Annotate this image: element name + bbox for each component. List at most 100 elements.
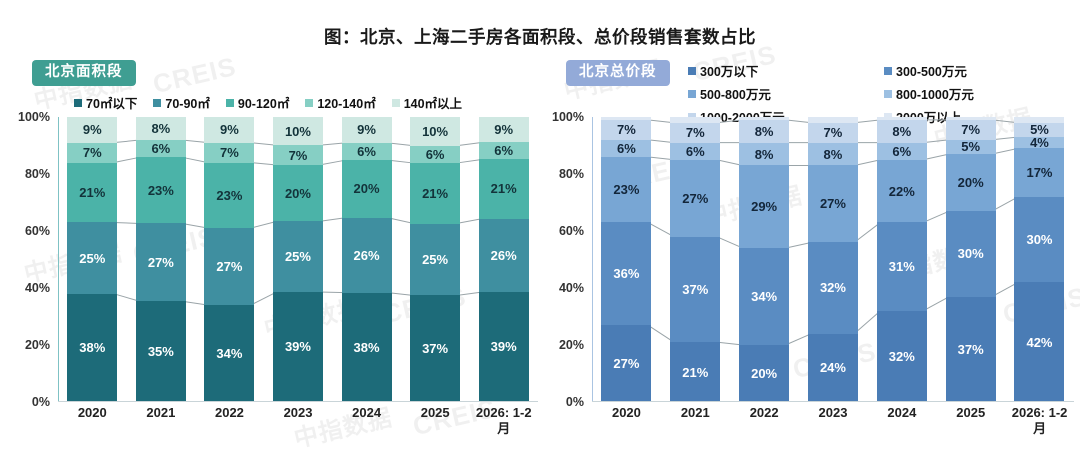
legend-item[interactable]: 70㎡以下 [74, 93, 137, 112]
legend-item[interactable]: 800-1000万元 [884, 84, 1080, 103]
bar-segment[interactable]: 9% [478, 117, 529, 143]
bar-segment[interactable]: 7% [807, 122, 858, 143]
bar-segment[interactable] [601, 117, 652, 120]
bar-segment[interactable]: 7% [670, 122, 721, 143]
bar-segment[interactable] [670, 117, 721, 123]
bar-segment[interactable]: 10% [410, 117, 461, 146]
bar-segment[interactable]: 8% [876, 119, 927, 143]
bar-segment[interactable]: 38% [341, 292, 392, 402]
bar-segment[interactable]: 27% [204, 228, 255, 306]
bar-segment[interactable]: 37% [670, 236, 721, 343]
bar-segment[interactable]: 38% [67, 293, 118, 402]
bar-segment[interactable]: 25% [410, 223, 461, 296]
bar-segment[interactable]: 24% [807, 333, 858, 402]
bar-segment[interactable]: 6% [478, 142, 529, 160]
bar-segment[interactable]: 31% [876, 222, 927, 311]
bar-segment[interactable]: 8% [135, 117, 186, 141]
legend-item[interactable]: 90-120㎡ [225, 93, 289, 112]
bar-segment[interactable]: 36% [601, 222, 652, 326]
stacked-bar[interactable]: 9% 7% 23% 27% 34% [204, 117, 255, 402]
bar-segment[interactable]: 21% [670, 342, 721, 402]
bar-segment[interactable]: 25% [272, 221, 323, 292]
bar-segment[interactable]: 22% [876, 159, 927, 223]
bar-segment[interactable]: 9% [67, 117, 118, 143]
stacked-bar[interactable]: 9% 6% 21% 26% 39% [478, 117, 529, 402]
legend-item[interactable]: 500-800万元 [688, 84, 884, 103]
bar-segment[interactable]: 30% [1014, 196, 1065, 283]
bar-segment[interactable]: 10% [272, 117, 323, 146]
bar-segment[interactable]: 32% [807, 242, 858, 334]
bar-segment[interactable]: 29% [739, 165, 790, 249]
legend-item[interactable]: 300万以下 [688, 61, 884, 80]
bar-segment[interactable]: 39% [272, 291, 323, 402]
bar-segment[interactable]: 7% [945, 119, 996, 140]
bar-segment[interactable]: 34% [739, 248, 790, 345]
bar-segment[interactable] [945, 117, 996, 120]
stacked-bar[interactable]: 8% 8% 29% 34% 20% [739, 117, 790, 402]
bar-segment[interactable]: 6% [601, 139, 652, 157]
stacked-bar[interactable]: 8% 6% 22% 31% 32% [876, 117, 927, 402]
bar-segment[interactable]: 8% [807, 142, 858, 166]
bar-segment[interactable]: 23% [601, 156, 652, 223]
stacked-bar[interactable]: 8% 6% 23% 27% 35% [135, 117, 186, 402]
legend-item[interactable]: 70-90㎡ [153, 93, 210, 112]
bar-segment[interactable]: 32% [876, 310, 927, 402]
bar-segment[interactable]: 27% [601, 325, 652, 402]
legend-item[interactable]: 140㎡以上 [391, 93, 462, 112]
bar-segment[interactable]: 21% [410, 163, 461, 224]
stacked-bar[interactable]: 5% 4% 17% 30% 42% [1014, 117, 1065, 402]
bar-segment[interactable]: 8% [739, 119, 790, 143]
stacked-bar[interactable]: 10% 7% 20% 25% 39% [272, 117, 323, 402]
bar-segment[interactable]: 4% [1014, 136, 1065, 149]
bar-segment[interactable]: 34% [204, 305, 255, 402]
bar-segment[interactable]: 21% [478, 159, 529, 219]
bar-segment[interactable]: 21% [67, 162, 118, 223]
bar-segment[interactable]: 5% [1014, 122, 1065, 137]
bar-segment[interactable]: 20% [341, 160, 392, 218]
bar-segment[interactable]: 7% [272, 145, 323, 165]
bar-segment[interactable]: 27% [807, 165, 858, 243]
bar-segment[interactable]: 27% [670, 159, 721, 237]
bar-segment[interactable]: 23% [135, 157, 186, 224]
bar-segment[interactable]: 9% [204, 117, 255, 143]
bar-segment[interactable]: 27% [135, 223, 186, 302]
stacked-bar[interactable]: 7% 6% 23% 36% 27% [601, 117, 652, 402]
bar-segment[interactable] [1014, 117, 1065, 123]
bar-segment[interactable] [876, 117, 927, 120]
bar-segment[interactable]: 5% [945, 139, 996, 155]
bar-segment[interactable]: 26% [478, 218, 529, 292]
bar-segment[interactable]: 25% [67, 222, 118, 294]
stacked-bar[interactable]: 7% 6% 27% 37% 21% [670, 117, 721, 402]
bar-segment[interactable]: 20% [739, 344, 790, 402]
stacked-bar[interactable]: 10% 6% 21% 25% 37% [410, 117, 461, 402]
bar-segment[interactable]: 37% [410, 295, 461, 402]
bar-segment[interactable] [739, 117, 790, 120]
bar-segment[interactable]: 7% [67, 142, 118, 163]
bar-segment[interactable]: 6% [410, 145, 461, 164]
legend-item[interactable]: 300-500万元 [884, 61, 1080, 80]
bar-segment[interactable]: 26% [341, 217, 392, 293]
bar-segment[interactable] [807, 117, 858, 123]
stacked-bar[interactable]: 7% 8% 27% 32% 24% [807, 117, 858, 402]
bar-segment[interactable]: 9% [341, 117, 392, 143]
bar-segment[interactable]: 6% [876, 142, 927, 160]
bar-segment[interactable]: 6% [135, 140, 186, 158]
bar-segment[interactable]: 7% [204, 142, 255, 163]
bar-segment[interactable]: 30% [945, 211, 996, 297]
bar-segment[interactable]: 8% [739, 142, 790, 166]
bar-segment[interactable]: 42% [1014, 282, 1065, 402]
bar-segment[interactable]: 20% [272, 164, 323, 222]
bar-segment[interactable]: 17% [1014, 148, 1065, 197]
bar-segment[interactable]: 20% [945, 154, 996, 212]
bar-segment[interactable]: 23% [204, 162, 255, 229]
bar-segment[interactable]: 6% [341, 142, 392, 161]
legend-item[interactable]: 120-140㎡ [305, 93, 376, 112]
stacked-bar[interactable]: 9% 6% 20% 26% 38% [341, 117, 392, 402]
bar-segment[interactable]: 37% [945, 296, 996, 402]
bar-segment[interactable]: 7% [601, 119, 652, 140]
stacked-bar[interactable]: 7% 5% 20% 30% 37% [945, 117, 996, 402]
stacked-bar[interactable]: 9% 7% 21% 25% 38% [67, 117, 118, 402]
bar-segment[interactable]: 6% [670, 142, 721, 160]
bar-segment[interactable]: 35% [135, 301, 186, 402]
bar-segment[interactable]: 39% [478, 291, 529, 402]
